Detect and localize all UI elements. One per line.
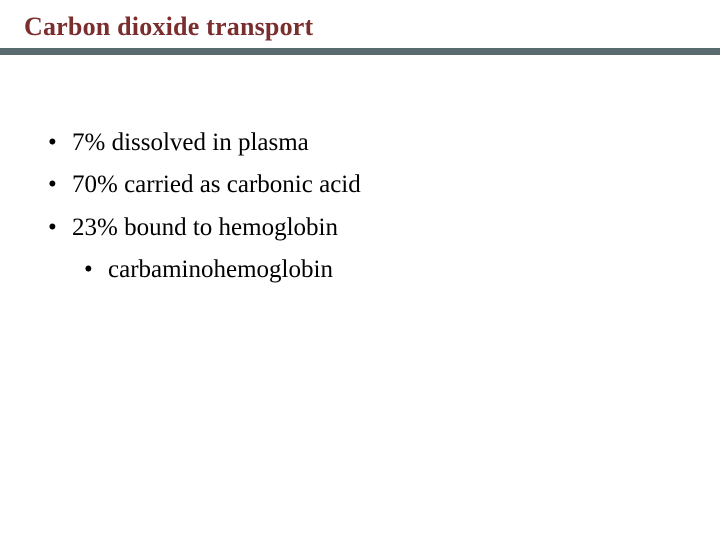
title-divider — [0, 48, 720, 55]
bullet-list: 7% dissolved in plasma 70% carried as ca… — [24, 125, 696, 288]
list-item: 7% dissolved in plasma — [48, 125, 696, 161]
sub-bullet-list: carbaminohemoglobin — [72, 252, 696, 288]
list-item: carbaminohemoglobin — [84, 252, 696, 288]
bullet-text: 70% carried as carbonic acid — [72, 171, 361, 198]
bullet-text: 7% dissolved in plasma — [72, 129, 309, 156]
list-item: 23% bound to hemoglobin carbaminohemoglo… — [48, 210, 696, 289]
bullet-text: 23% bound to hemoglobin — [72, 214, 338, 241]
slide: Carbon dioxide transport 7% dissolved in… — [0, 0, 720, 540]
list-item: 70% carried as carbonic acid — [48, 167, 696, 203]
bullet-text: carbaminohemoglobin — [108, 256, 333, 283]
slide-title: Carbon dioxide transport — [24, 12, 696, 42]
